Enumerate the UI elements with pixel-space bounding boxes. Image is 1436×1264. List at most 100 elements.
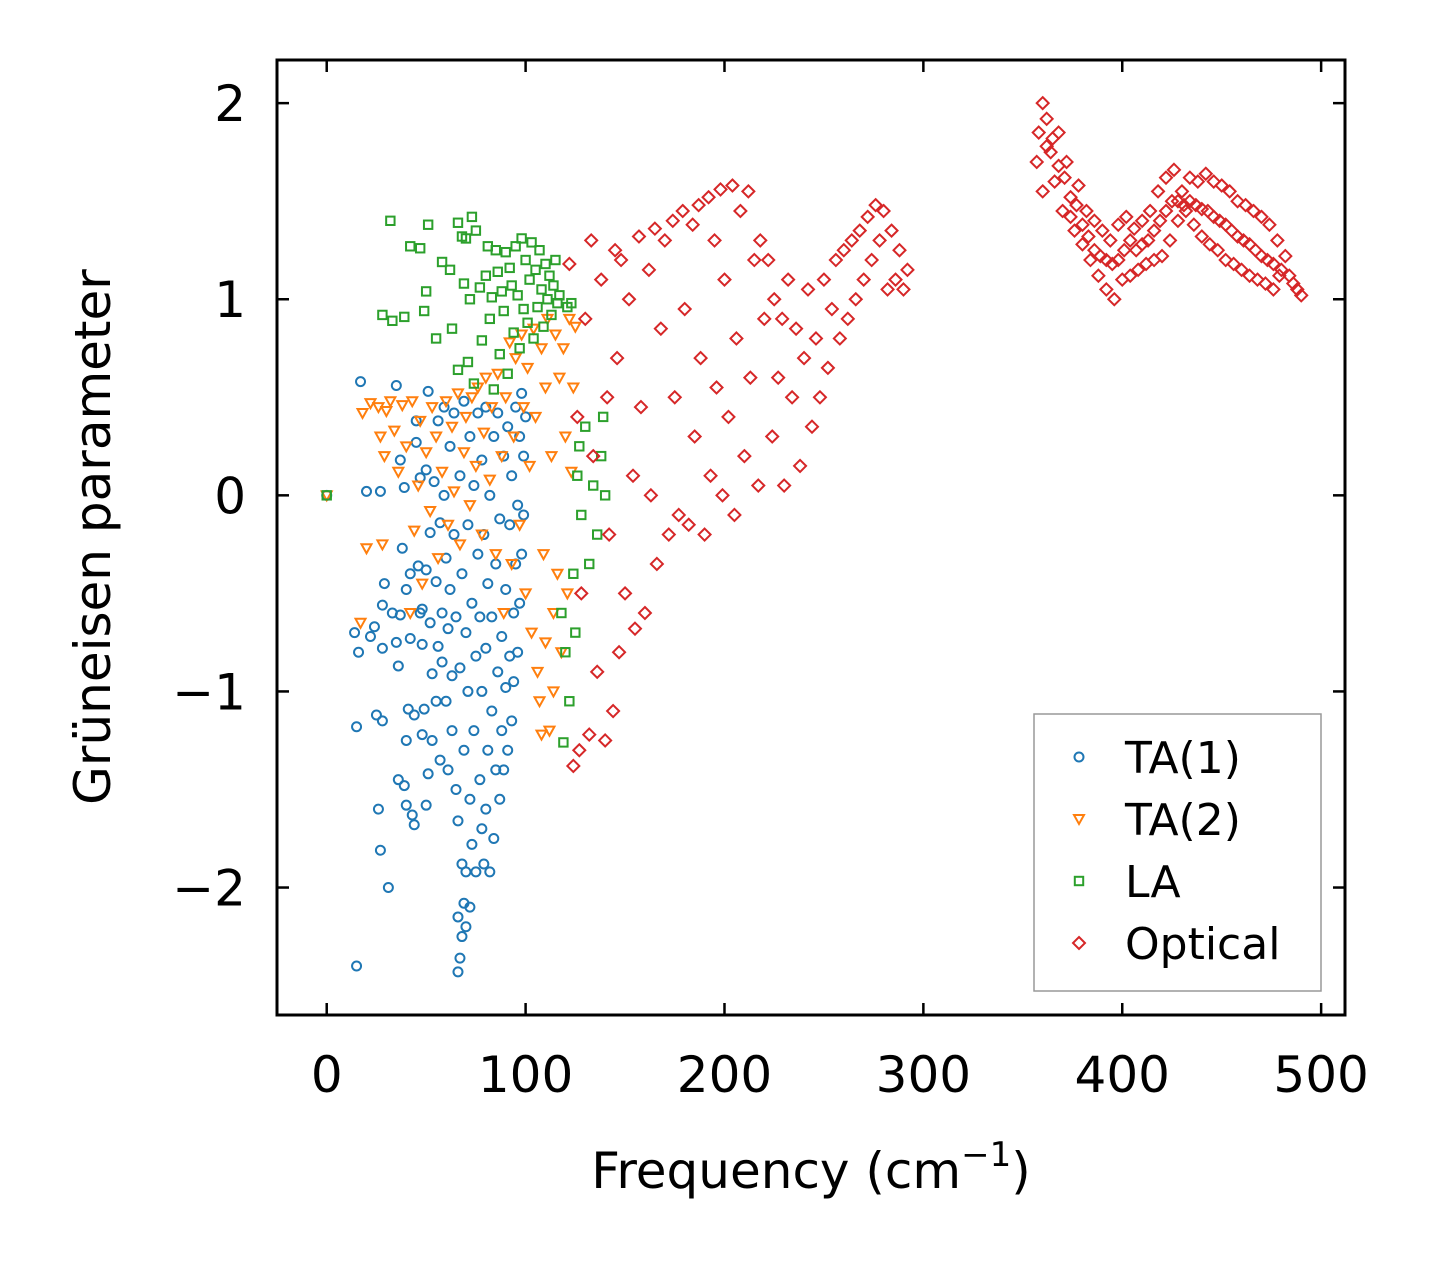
data-point [1230, 193, 1246, 209]
data-point [760, 252, 776, 268]
data-point [597, 733, 613, 748]
data-point [447, 486, 461, 499]
data-point [355, 407, 370, 421]
data-point [1134, 213, 1150, 229]
data-point [522, 460, 537, 473]
data-point [1214, 178, 1230, 193]
data-point [375, 539, 390, 552]
data-point [469, 460, 483, 473]
data-point [721, 409, 736, 425]
data-point [435, 466, 449, 479]
data-point [574, 441, 585, 452]
data-point [452, 217, 464, 228]
y-tick-label: 2 [214, 75, 246, 133]
data-point [1146, 223, 1162, 239]
data-point [411, 480, 425, 493]
data-point [788, 321, 804, 337]
data-point [1176, 197, 1192, 213]
data-point [713, 182, 728, 197]
data-point [431, 553, 445, 566]
data-point [671, 507, 687, 523]
data-point [588, 480, 599, 491]
data-point [392, 660, 404, 672]
data-point [494, 513, 506, 525]
data-point [1043, 144, 1059, 160]
data-point [483, 474, 497, 487]
legend-item: TA(1) [1073, 733, 1241, 784]
data-point [464, 431, 476, 443]
data-point [812, 389, 828, 405]
data-point [715, 487, 730, 503]
data-point [880, 282, 895, 297]
data-point [446, 725, 458, 737]
data-point [1035, 183, 1051, 199]
legend-items: TA(1) TA(2) LA Optical [1071, 733, 1280, 970]
data-point [470, 225, 482, 236]
data-point [420, 799, 432, 811]
data-point [516, 233, 527, 244]
data-point [746, 252, 762, 268]
data-point [491, 368, 505, 381]
data-point [661, 527, 677, 542]
data-point [500, 583, 512, 595]
data-point [1110, 217, 1126, 233]
data-point [446, 670, 458, 682]
data-point [1122, 232, 1138, 248]
data-point [1134, 236, 1150, 252]
data-point [405, 396, 419, 409]
data-point [423, 506, 437, 519]
data-point [373, 431, 388, 444]
data-point [488, 384, 499, 395]
data-point [1045, 131, 1061, 146]
data-point [522, 317, 533, 328]
data-point [1158, 170, 1174, 186]
data-point [479, 372, 493, 385]
data-point [1164, 193, 1180, 209]
data-point [774, 311, 790, 327]
data-point [530, 264, 541, 276]
data-point [800, 282, 816, 297]
data-point [472, 407, 484, 419]
data-point [808, 331, 824, 346]
data-point [548, 329, 563, 342]
data-point [476, 454, 488, 466]
data-point [1098, 252, 1114, 268]
data-point [592, 529, 603, 540]
data-point [1035, 95, 1051, 111]
data-point [601, 527, 617, 542]
data-point [512, 519, 527, 532]
data-point [508, 607, 520, 619]
data-point [653, 321, 669, 337]
data-point [697, 527, 713, 542]
data-point [400, 583, 412, 595]
data-point [593, 272, 609, 288]
data-point [460, 627, 472, 639]
data-point [1186, 217, 1202, 233]
data-point [577, 311, 593, 327]
data-point [693, 350, 709, 366]
data-point [1154, 248, 1170, 264]
data-point [1234, 262, 1249, 278]
data-point [508, 676, 520, 688]
data-point [484, 489, 496, 501]
data-point [1198, 166, 1214, 182]
data-point [426, 668, 438, 680]
data-point [452, 815, 464, 827]
legend-marker [1073, 751, 1085, 763]
data-point [631, 229, 647, 244]
data-point [422, 768, 434, 780]
data-point [464, 901, 476, 913]
data-point [613, 252, 629, 268]
data-point [370, 709, 382, 721]
data-point [474, 282, 486, 293]
data-point [502, 421, 514, 433]
data-point [609, 350, 625, 366]
data-point [406, 809, 418, 821]
data-point [732, 203, 748, 219]
data-point [750, 478, 766, 493]
data-point [478, 858, 490, 870]
data-point [1170, 213, 1186, 229]
data-point [1057, 170, 1072, 186]
data-point [390, 636, 402, 648]
data-point [1182, 193, 1198, 209]
